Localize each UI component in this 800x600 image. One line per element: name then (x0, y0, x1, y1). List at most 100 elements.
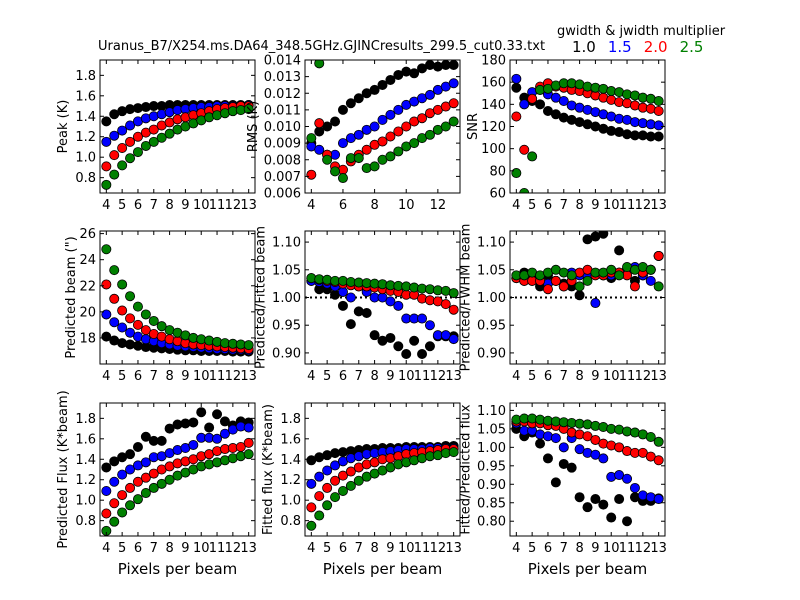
data-point (385, 131, 396, 142)
data-point (101, 508, 112, 519)
data-point (219, 428, 230, 439)
x-tick-label: 9 (181, 541, 189, 556)
x-tick-label: 8 (575, 541, 583, 556)
y-tick-label: 1.00 (477, 441, 506, 456)
y-tick-label: 0.014 (264, 54, 301, 69)
data-point (629, 482, 640, 493)
y-tick-label: 0.90 (477, 346, 506, 361)
y-tick-label: 0.95 (477, 319, 506, 334)
data-points (511, 231, 664, 309)
data-point (125, 482, 136, 493)
y-tick-label: 0.011 (264, 103, 301, 118)
data-point (385, 332, 396, 343)
data-point (550, 275, 561, 286)
data-point (101, 179, 112, 190)
y-axis-label: Fitted flux (K*beam) (261, 404, 276, 535)
data-point (653, 105, 664, 116)
data-point (132, 147, 143, 158)
data-point (330, 460, 341, 471)
data-points (511, 413, 664, 527)
y-tick-label: 1.0 (75, 151, 96, 166)
data-point (306, 520, 317, 531)
data-point (330, 475, 341, 486)
x-tick-label: 5 (118, 369, 126, 384)
x-tick-label: 6 (339, 198, 347, 213)
y-tick-label: 0.90 (272, 346, 301, 361)
data-point (542, 284, 553, 295)
data-point (345, 98, 356, 109)
data-point (527, 151, 538, 162)
legend-title: gwidth & jwidth multiplier (557, 24, 726, 39)
x-tick-label: 12 (430, 541, 447, 556)
data-point (361, 144, 372, 155)
data-point (322, 482, 333, 493)
data-point (164, 423, 175, 434)
data-point (117, 160, 128, 171)
data-point (345, 480, 356, 491)
y-tick-label: 1.2 (75, 473, 96, 488)
data-point (243, 340, 254, 351)
x-tick-label: 9 (181, 198, 189, 213)
data-point (511, 82, 522, 93)
y-tick-label: 1.4 (75, 110, 96, 125)
data-point (140, 488, 151, 499)
data-point (306, 133, 317, 144)
y-tick-label: 1.8 (75, 69, 96, 84)
data-point (101, 462, 112, 473)
data-point (345, 292, 356, 303)
data-point (606, 512, 617, 523)
data-point (219, 416, 230, 427)
data-point (385, 151, 396, 162)
panel-rms: 4 6 8 10 120.0060.0070.0080.0090.0100.0110.0… (246, 54, 461, 213)
data-point (377, 79, 388, 90)
data-points (101, 407, 254, 536)
x-tick-label: 7 (150, 369, 158, 384)
data-point (101, 161, 112, 172)
data-point (582, 502, 593, 513)
x-tick-label: 13 (650, 541, 667, 556)
data-point (243, 422, 254, 433)
data-point (140, 325, 151, 336)
data-point (519, 99, 530, 110)
x-tick-label: 6 (544, 369, 552, 384)
data-point (598, 453, 609, 464)
data-point (140, 457, 151, 468)
data-point (574, 290, 585, 301)
data-point (156, 321, 167, 332)
x-tick-label: 13 (240, 541, 257, 556)
x-tick-label: 13 (445, 541, 462, 556)
data-point (314, 126, 325, 137)
data-point (117, 142, 128, 153)
data-point (101, 244, 112, 255)
data-point (606, 264, 617, 275)
data-point (353, 93, 364, 104)
y-tick-label: 18 (79, 331, 96, 346)
y-tick-label: 1.00 (477, 291, 506, 306)
data-point (188, 417, 199, 428)
panel-predicted_flux: 4 5 6 7 8 9 10 11 12 13 0.8 1.0 1.2 1.4 1.6 1.8 Predicte… (56, 390, 257, 578)
x-tick-label: 6 (134, 369, 142, 384)
data-point (511, 168, 522, 179)
legend-entry: 2.0 (644, 38, 668, 56)
y-tick-label: 0.008 (264, 153, 301, 168)
data-points (101, 244, 254, 357)
x-tick-label: 8 (370, 541, 378, 556)
data-point (385, 296, 396, 307)
data-point (337, 300, 348, 311)
y-tick-label: 26 (79, 227, 96, 242)
y-tick-label: 100 (481, 142, 506, 157)
data-point (598, 499, 609, 510)
data-point (140, 140, 151, 151)
data-point (117, 490, 128, 501)
x-tick-label: 4 (307, 369, 315, 384)
data-point (109, 476, 120, 487)
y-axis-label: Predicted/Fitted beam (254, 226, 269, 369)
panel-predicted_fitted: 4 5 6 7 8 9 10 11 12 13 0.90 0.95 1.00 1.05 1.10Predic… (254, 226, 462, 384)
data-point (519, 144, 530, 155)
data-point (148, 468, 159, 479)
x-tick-label: 7 (150, 198, 158, 213)
data-point (156, 435, 167, 446)
data-point (550, 433, 561, 444)
data-point (337, 286, 348, 297)
